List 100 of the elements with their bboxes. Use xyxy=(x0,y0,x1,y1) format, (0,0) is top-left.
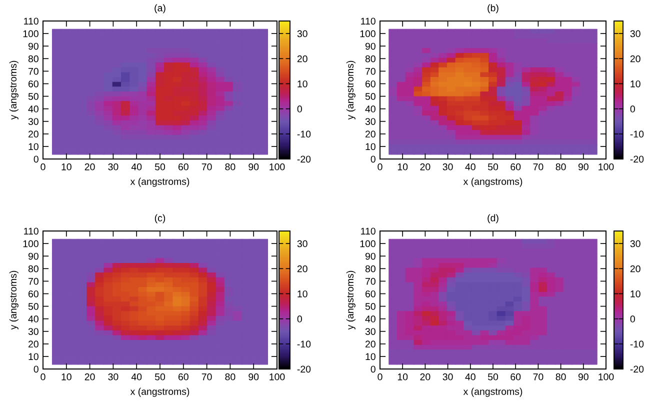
y-tick-label: 20 xyxy=(28,340,38,348)
y-axis-title: y (angstroms) xyxy=(346,270,356,330)
y-tick-label: 20 xyxy=(366,130,376,138)
x-tick-label: 30 xyxy=(442,373,453,380)
y-tick-label: 10 xyxy=(28,353,38,360)
x-tick-label: 50 xyxy=(488,373,498,380)
y-tick-label: 70 xyxy=(28,68,38,75)
y-tick-label: 10 xyxy=(366,353,376,360)
x-tick-label: 20 xyxy=(420,163,430,170)
y-tick-label: 60 xyxy=(366,80,376,88)
x-tick-label: 10 xyxy=(62,163,72,170)
y-tick-label: 40 xyxy=(28,106,38,112)
color-bar-label: 10 xyxy=(630,290,640,298)
y-tick-label: 90 xyxy=(28,42,38,50)
x-tick-label: 10 xyxy=(398,373,408,380)
y-tick-label: 30 xyxy=(365,328,376,335)
x-tick-label: 10 xyxy=(62,373,72,380)
x-tick-label: 0 xyxy=(40,163,46,170)
x-tick-label: 80 xyxy=(556,373,566,380)
y-tick-label: 100 xyxy=(23,240,38,248)
x-tick-label: 30 xyxy=(108,163,118,170)
x-tick-label: 60 xyxy=(178,373,188,380)
y-tick-label: 70 xyxy=(28,278,38,285)
color-bar-label: -10 xyxy=(630,130,644,138)
color-bar-label: 0 xyxy=(630,316,635,322)
y-tick-label: 30 xyxy=(365,118,376,125)
y-tick-label: 110 xyxy=(361,228,376,235)
x-tick-label: 20 xyxy=(84,163,95,170)
y-tick-label: 60 xyxy=(366,290,376,298)
y-tick-label: 70 xyxy=(366,278,376,285)
x-tick-label: 80 xyxy=(225,373,236,380)
y-tick-label: 10 xyxy=(366,143,376,150)
x-tick-label: 0 xyxy=(378,373,382,380)
y-tick-label: 20 xyxy=(366,340,376,348)
chart-title: (b) xyxy=(488,4,498,14)
color-bar-label: 0 xyxy=(297,106,302,112)
color-bar-label: 20 xyxy=(630,265,640,272)
x-tick-label: 60 xyxy=(510,373,521,380)
color-bar-label: 0 xyxy=(630,106,635,112)
y-tick-label: 100 xyxy=(360,240,376,248)
x-tick-label: 40 xyxy=(465,163,476,170)
y-tick-label: 30 xyxy=(28,118,38,125)
x-axis-title: x (angstroms) xyxy=(463,178,522,187)
x-tick-label: 70 xyxy=(202,373,212,380)
x-tick-label: 40 xyxy=(131,373,142,380)
color-bar-label: 10 xyxy=(298,80,308,88)
y-tick-label: 40 xyxy=(365,316,376,322)
x-tick-label: 100 xyxy=(270,373,285,380)
x-tick-label: 90 xyxy=(578,163,588,170)
y-axis-title: y (angstroms) xyxy=(9,270,18,330)
y-tick-label: 80 xyxy=(365,55,376,62)
y-axis-title: y (angstroms) xyxy=(9,60,18,120)
x-tick-label: 70 xyxy=(533,373,544,380)
x-tick-label: 50 xyxy=(488,163,498,170)
color-bar-label: -10 xyxy=(297,340,311,348)
x-tick-label: 80 xyxy=(225,163,236,170)
color-bar-label: 30 xyxy=(297,240,308,248)
y-tick-label: 80 xyxy=(365,265,376,272)
y-tick-label: 30 xyxy=(28,328,38,335)
x-tick-label: 70 xyxy=(533,163,544,170)
y-tick-label: 110 xyxy=(24,18,38,25)
y-tick-label: 0 xyxy=(370,366,376,373)
y-tick-label: 100 xyxy=(23,30,38,38)
x-tick-label: 70 xyxy=(202,163,212,170)
y-tick-label: 90 xyxy=(28,252,38,260)
x-tick-label: 40 xyxy=(131,163,142,170)
y-tick-label: 110 xyxy=(361,18,376,25)
x-tick-label: 0 xyxy=(40,373,46,380)
color-bar-label: -10 xyxy=(297,130,311,138)
color-bar-label: -20 xyxy=(297,366,311,373)
color-bar-label: 30 xyxy=(297,30,308,38)
x-tick-label: 60 xyxy=(510,163,521,170)
y-tick-label: 50 xyxy=(365,93,376,100)
x-tick-label: 100 xyxy=(598,373,614,380)
y-tick-label: 60 xyxy=(28,290,38,298)
color-bar-label: 20 xyxy=(297,55,308,62)
y-tick-label: 90 xyxy=(365,252,376,260)
x-axis-title: x (angstroms) xyxy=(130,178,190,187)
x-axis-title: x (angstroms) xyxy=(130,388,190,397)
y-tick-label: 20 xyxy=(28,130,38,138)
color-bar-label: 0 xyxy=(297,316,302,322)
y-tick-label: 80 xyxy=(28,55,38,62)
y-tick-label: 50 xyxy=(28,93,38,100)
y-axis-title: y (angstroms) xyxy=(346,60,356,120)
color-bar-label: -20 xyxy=(630,156,644,163)
chart-title: (d) xyxy=(488,214,498,224)
x-tick-label: 50 xyxy=(154,373,166,380)
x-axis-title: x (angstroms) xyxy=(463,388,522,397)
chart-title: (a) xyxy=(154,4,166,14)
x-tick-label: 100 xyxy=(598,163,614,170)
x-tick-label: 30 xyxy=(108,373,118,380)
color-bar-label: 20 xyxy=(297,265,308,272)
y-tick-label: 70 xyxy=(366,68,376,75)
color-bar-label: 20 xyxy=(630,55,640,62)
color-bar-label: -20 xyxy=(297,156,311,163)
color-bar-label: -10 xyxy=(630,340,644,348)
x-tick-label: 50 xyxy=(154,163,166,170)
x-tick-label: 90 xyxy=(248,163,259,170)
y-tick-label: 90 xyxy=(365,42,376,50)
x-tick-label: 90 xyxy=(578,373,588,380)
